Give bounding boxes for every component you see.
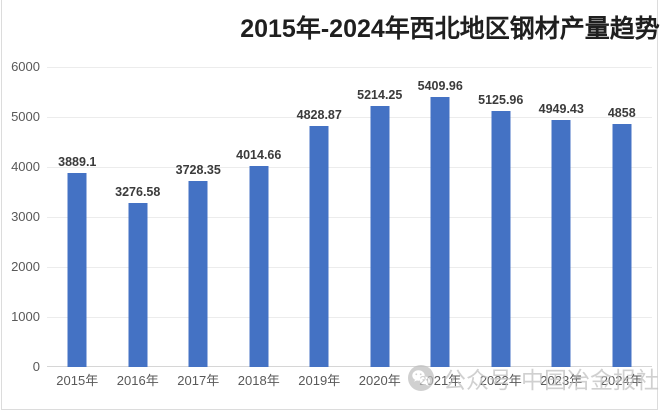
bar [491,110,511,367]
bar [551,119,571,367]
data-label: 4858 [607,106,636,121]
y-tick-label: 2000 [11,259,40,274]
x-tick-label: 2024年 [600,373,643,388]
bar [188,180,208,367]
data-label: 5214.25 [357,88,403,103]
bar [370,106,390,367]
gridline [47,317,652,318]
data-label: 4949.43 [538,101,584,116]
bar-column: 3276.58 [108,67,169,367]
bar-column: 3889.1 [47,67,108,367]
y-tick-label: 5000 [11,109,40,124]
bar [128,203,148,367]
bar-column: 4014.66 [229,67,290,367]
bar-column: 5409.96 [410,67,471,367]
gridline [47,217,652,218]
y-tick-label: 3000 [11,209,40,224]
x-tick-label: 2022年 [479,373,522,388]
x-axis-line [47,366,652,367]
data-label: 3728.35 [175,162,221,177]
x-tick-label: 2017年 [177,373,220,388]
x-tick-label: 2020年 [358,373,401,388]
data-label: 5125.96 [478,92,524,107]
bar-column: 4828.87 [289,67,350,367]
bar-column: 3728.35 [168,67,229,367]
bar-column: 5214.25 [350,67,411,367]
bar-column: 4858 [592,67,653,367]
plot-area: 3889.1 3276.58 3728.35 4014.66 4828.87 5214.2… [47,67,652,367]
chart-title: 2015年-2024年西北地区钢材产量趋势 [240,15,660,43]
bar [67,172,87,367]
y-tick-label: 1000 [11,309,40,324]
gridline [47,117,652,118]
gridline [47,267,652,268]
bar [430,96,450,367]
data-label: 3889.1 [58,154,97,169]
bar-series: 3889.1 3276.58 3728.35 4014.66 4828.87 5214.2… [47,67,652,367]
x-tick-label: 2016年 [116,373,159,388]
data-label: 4828.87 [296,107,342,122]
bar [309,125,329,367]
x-tick-label: 2019年 [298,373,341,388]
x-tick-label: 2023年 [540,373,583,388]
y-tick-label: 0 [32,359,40,374]
x-tick-label: 2018年 [237,373,280,388]
x-tick-label: 2021年 [419,373,462,388]
bar-column: 5125.96 [471,67,532,367]
data-label: 5409.96 [417,78,463,93]
y-tick-label: 6000 [11,59,40,74]
bar-column: 4949.43 [531,67,592,367]
bar [249,166,269,367]
x-axis: 2015年 2016年 2017年 2018年 2019年 2020年 2021年 2022年… [47,372,652,390]
data-label: 4014.66 [236,148,282,163]
data-label: 3276.58 [115,185,161,200]
bar [612,124,632,367]
gridline [47,67,652,68]
x-tick-label: 2015年 [56,373,99,388]
gridline [47,167,652,168]
y-tick-label: 4000 [11,159,40,174]
